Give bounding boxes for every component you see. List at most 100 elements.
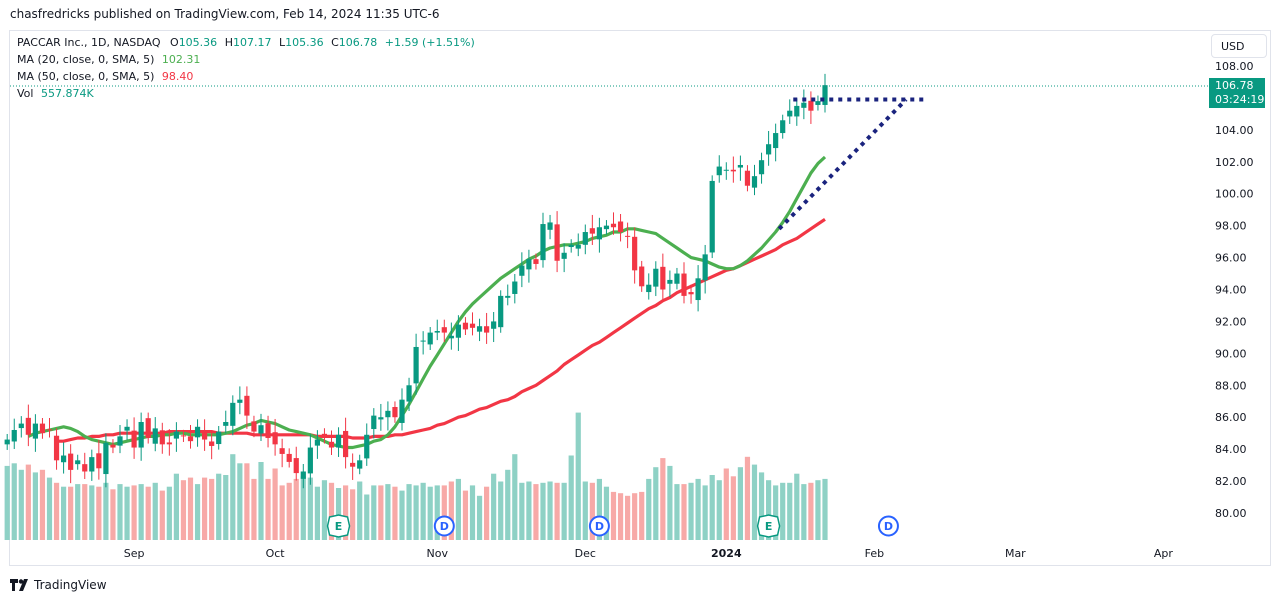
candle [68, 444, 74, 484]
candle-body [39, 423, 46, 434]
volume-bar [159, 490, 165, 540]
candle [434, 319, 440, 341]
y-tick-label: 84.00 [1215, 443, 1247, 456]
candle [11, 418, 17, 449]
y-tick-label: 90.00 [1215, 347, 1247, 360]
volume-bar [794, 473, 800, 540]
candle [625, 222, 631, 249]
x-tick-label: Sep [124, 547, 145, 560]
y-tick-label: 96.00 [1215, 252, 1247, 265]
candle-body [61, 455, 67, 463]
volume-bar [554, 482, 560, 540]
volume-bar [547, 481, 553, 540]
candle [519, 252, 525, 288]
volume-bar [145, 486, 151, 540]
candle-body [251, 421, 257, 432]
candle [293, 446, 299, 481]
volume-bar [138, 484, 144, 540]
candle [617, 213, 624, 242]
volume-bar [173, 473, 179, 540]
candle [653, 261, 659, 297]
volume-bar [32, 472, 38, 540]
candle-body [364, 434, 370, 459]
volume-bar [491, 473, 497, 540]
candle-body [53, 435, 60, 461]
volume-bar [815, 480, 821, 540]
volume-bar [476, 495, 483, 540]
volume-bar [646, 478, 652, 540]
candle [730, 156, 736, 183]
volume-bar [582, 481, 588, 540]
volume-bar [787, 482, 793, 540]
volume-bar [730, 476, 736, 540]
candle [216, 425, 222, 450]
candle [46, 418, 53, 438]
candle-body [279, 448, 285, 454]
volume-bar [385, 484, 391, 540]
candle [117, 425, 123, 454]
candle [230, 395, 236, 436]
candle-body [89, 457, 95, 472]
volume-bar [117, 484, 123, 540]
candle [596, 217, 602, 253]
volume-bar [702, 485, 708, 540]
legend-low: 105.36 [285, 36, 324, 49]
candle [18, 416, 24, 438]
candle-body [751, 176, 758, 188]
candle-body [272, 432, 278, 445]
legend-vol-row[interactable]: Vol 557.874K [17, 85, 475, 102]
candle-body [709, 180, 715, 253]
candle [660, 253, 666, 301]
dividend-marker[interactable]: D [877, 515, 899, 537]
candle [780, 114, 786, 139]
candle-body [357, 460, 363, 469]
candle [512, 274, 518, 304]
volume-bar [709, 475, 715, 540]
volume-bar [688, 482, 694, 540]
earnings-marker[interactable]: E [326, 514, 351, 538]
candle-body [173, 431, 179, 439]
candle-body [794, 105, 800, 117]
candle [448, 322, 454, 350]
legend-ma20-row[interactable]: MA (20, close, 0, SMA, 5) 102.31 [17, 51, 475, 68]
dividend-marker[interactable]: D [588, 515, 610, 537]
volume-bar [237, 463, 243, 540]
candle-body [343, 430, 349, 458]
candle-body [187, 436, 194, 442]
candle-body [202, 432, 208, 440]
candle-body [230, 402, 236, 426]
candle-body [385, 410, 391, 418]
volume-bar [434, 485, 440, 540]
earnings-marker[interactable]: E [756, 514, 781, 538]
candle-body [758, 160, 765, 175]
candle-body [166, 442, 172, 445]
event-marker-label: E [335, 520, 343, 533]
candle-body [68, 453, 74, 470]
volume-bar [272, 468, 278, 540]
currency-button[interactable]: USD [1211, 34, 1267, 58]
bar-countdown: 03:24:19 [1215, 93, 1265, 106]
candle [632, 227, 638, 284]
candle-body [766, 144, 772, 155]
dividend-marker[interactable]: D [433, 515, 455, 537]
candle [314, 430, 320, 459]
chart-frame[interactable] [9, 30, 1271, 566]
x-tick-label: Mar [1005, 547, 1026, 560]
x-tick-label: Apr [1154, 547, 1174, 560]
candle-body [244, 395, 250, 416]
legend-ma50-row[interactable]: MA (50, close, 0, SMA, 5) 98.40 [17, 68, 475, 85]
candle-body [265, 423, 271, 438]
candle [307, 434, 313, 485]
volume-bar [610, 491, 617, 540]
candle-body [688, 292, 694, 295]
candle [413, 333, 419, 395]
trendline-2[interactable] [777, 98, 908, 231]
candle-body [138, 422, 144, 448]
candle [258, 413, 264, 442]
candle-body [11, 429, 17, 442]
candle-body [639, 266, 645, 287]
candle [53, 428, 60, 470]
volume-bar [744, 456, 751, 540]
candle-body [4, 439, 10, 445]
